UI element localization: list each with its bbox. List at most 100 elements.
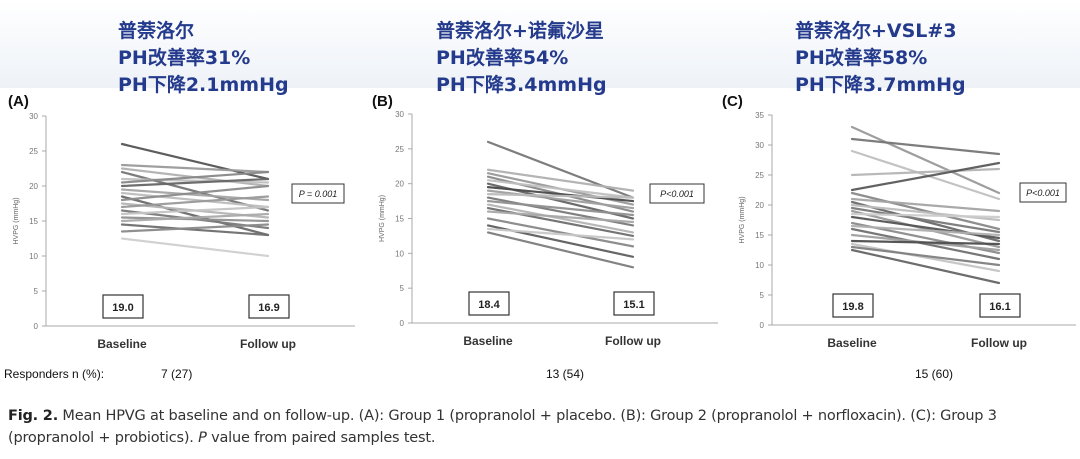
responders-a: 7 (27) (161, 367, 193, 381)
series-line-10 (850, 206, 1001, 234)
mean-baseline-value: 19.8 (842, 301, 863, 313)
y-tick-label: 35 (755, 111, 764, 120)
series-line-2 (486, 168, 635, 192)
y-tick-label: 10 (29, 252, 38, 261)
y-tick-label: 0 (400, 319, 405, 328)
mean-baseline-value: 19.0 (112, 302, 133, 314)
caption-p-italic: P (198, 430, 207, 446)
caption-fig-label: Fig. 2. (8, 408, 59, 424)
series-line-20 (120, 237, 270, 258)
pvalue-text: P<0.001 (1026, 188, 1060, 198)
series-line-15 (486, 217, 635, 248)
series-line-8 (486, 189, 635, 210)
y-tick-label: 25 (755, 171, 764, 180)
series-line-6 (120, 170, 270, 184)
y-axis-label: HVPG (mmHg) (13, 197, 20, 244)
pvalue-box (1019, 182, 1067, 203)
series-line-17 (486, 227, 635, 241)
caption-text-2: value from paired samples test. (206, 430, 436, 446)
x-label-followup: Follow up (605, 334, 661, 348)
series-line-18 (850, 239, 1001, 246)
responders-b: 13 (54) (546, 367, 585, 381)
series-line-21 (850, 248, 1001, 285)
y-tick-label: 10 (395, 249, 404, 258)
series-line-2 (850, 137, 1001, 156)
y-tick-label: 25 (395, 145, 404, 154)
mean-box-baseline (468, 291, 510, 316)
annotation-a: 普萘洛尔 PH改善率31% PH下降2.1mmHg (118, 18, 289, 99)
series-line-15 (850, 224, 1001, 237)
series-line-9 (120, 191, 270, 209)
y-tick-label: 0 (34, 322, 39, 331)
y-tick-label: 30 (395, 110, 404, 119)
series-line-4 (850, 167, 1001, 177)
panel-label-b: (B) (372, 93, 393, 110)
series-line-2 (120, 163, 270, 174)
annotation-b-drop: PH下降3.4mmHg (436, 74, 607, 96)
series-line-16 (120, 216, 270, 223)
series-line-12 (850, 212, 1001, 219)
header-band (0, 0, 1080, 88)
y-tick-label: 5 (34, 287, 39, 296)
pvalue-box (291, 183, 345, 204)
annotation-a-title: 普萘洛尔 (118, 20, 195, 42)
x-label-baseline: Baseline (97, 337, 147, 351)
series-line-17 (120, 212, 270, 223)
mean-baseline-value: 18.4 (478, 299, 500, 311)
series-line-18 (120, 223, 270, 237)
series-line-18 (486, 231, 635, 269)
series-line-7 (850, 197, 1001, 213)
series-line-10 (120, 195, 270, 237)
series-line-7 (486, 186, 635, 203)
annotation-b-rate: PH改善率54% (436, 47, 569, 69)
panel-label-a: (A) (8, 93, 29, 110)
series-line-5 (486, 179, 635, 199)
series-line-11 (486, 199, 635, 217)
series-line-1 (486, 140, 635, 199)
y-tick-label: 15 (395, 215, 404, 224)
series-line-19 (850, 242, 1001, 273)
series-line-11 (850, 209, 1001, 249)
annotation-c: 普萘洛尔+VSL#3 PH改善率58% PH下降3.7mmHg (795, 18, 966, 99)
mean-followup-value: 16.1 (989, 301, 1010, 313)
series-line-19 (120, 223, 270, 233)
panel-label-c: (C) (722, 93, 743, 110)
x-label-followup: Follow up (240, 337, 296, 351)
mean-box-baseline (832, 293, 874, 318)
annotation-b-title: 普萘洛尔+诺氟沙星 (436, 20, 604, 42)
y-axis-label: HVPG (mmHg) (379, 195, 386, 242)
series-line-12 (486, 203, 635, 234)
responders-c: 15 (60) (915, 367, 954, 381)
pvalue-text: P = 0.001 (299, 189, 337, 199)
series-line-20 (850, 245, 1001, 267)
y-axis-label: HVPG (mmHg) (739, 196, 746, 243)
y-tick-label: 15 (755, 231, 764, 240)
series-line-7 (120, 177, 270, 188)
y-tick-label: 30 (29, 112, 38, 121)
y-tick-label: 20 (755, 201, 764, 210)
figure-caption: Fig. 2. Mean HPVG at baseline and on fol… (8, 405, 1078, 449)
mean-followup-value: 15.1 (623, 299, 644, 311)
series-line-6 (850, 191, 1001, 231)
x-label-baseline: Baseline (827, 336, 877, 350)
y-tick-label: 20 (29, 182, 38, 191)
y-tick-label: 25 (29, 147, 38, 156)
series-line-15 (120, 205, 270, 216)
mean-box-followup (248, 294, 290, 319)
mean-box-followup (613, 291, 655, 316)
x-label-followup: Follow up (971, 336, 1027, 350)
y-tick-label: 0 (760, 321, 765, 330)
mean-box-baseline (102, 294, 144, 319)
annotation-a-drop: PH下降2.1mmHg (118, 74, 289, 96)
y-tick-label: 20 (395, 180, 404, 189)
y-tick-label: 10 (755, 261, 764, 270)
series-line-13 (120, 195, 270, 209)
series-line-1 (850, 125, 1001, 195)
y-tick-label: 30 (755, 141, 764, 150)
responders-label: Responders n (%): (4, 367, 105, 381)
mean-followup-value: 16.9 (258, 302, 279, 314)
pvalue-text: P<0.001 (660, 189, 694, 199)
